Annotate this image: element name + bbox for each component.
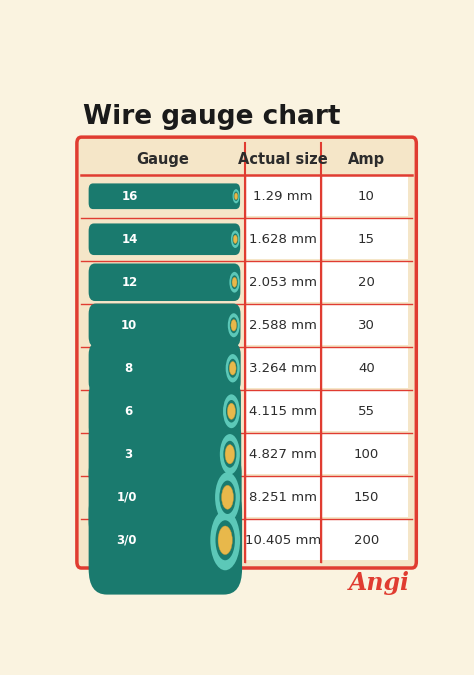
- Ellipse shape: [234, 193, 238, 200]
- Ellipse shape: [230, 317, 237, 333]
- FancyBboxPatch shape: [246, 305, 408, 345]
- Ellipse shape: [229, 272, 240, 293]
- Ellipse shape: [225, 445, 235, 464]
- Ellipse shape: [223, 441, 237, 468]
- FancyBboxPatch shape: [246, 434, 408, 475]
- Text: 1/0: 1/0: [117, 491, 137, 504]
- Text: 100: 100: [354, 448, 379, 461]
- FancyBboxPatch shape: [246, 520, 408, 560]
- Text: 4.827 mm: 4.827 mm: [249, 448, 317, 461]
- Text: 2.053 mm: 2.053 mm: [249, 276, 317, 289]
- Ellipse shape: [226, 354, 240, 383]
- Text: Actual size: Actual size: [238, 152, 328, 167]
- Text: Angi: Angi: [349, 570, 410, 595]
- Text: 10: 10: [121, 319, 137, 331]
- Ellipse shape: [228, 313, 240, 338]
- Ellipse shape: [228, 403, 236, 419]
- Text: 8.251 mm: 8.251 mm: [249, 491, 317, 504]
- Ellipse shape: [226, 400, 237, 423]
- Text: 30: 30: [358, 319, 375, 331]
- Text: 3.264 mm: 3.264 mm: [249, 362, 317, 375]
- Ellipse shape: [215, 472, 240, 522]
- Ellipse shape: [234, 192, 238, 201]
- FancyBboxPatch shape: [246, 477, 408, 517]
- Text: Amp: Amp: [348, 152, 385, 167]
- Ellipse shape: [231, 275, 238, 289]
- Ellipse shape: [232, 234, 238, 245]
- Text: 3/0: 3/0: [116, 534, 137, 547]
- Text: 1.29 mm: 1.29 mm: [253, 190, 313, 202]
- Text: 3: 3: [124, 448, 132, 461]
- FancyBboxPatch shape: [89, 304, 240, 347]
- Ellipse shape: [223, 394, 240, 428]
- Text: Gauge: Gauge: [137, 152, 190, 167]
- Text: 40: 40: [358, 362, 375, 375]
- FancyBboxPatch shape: [246, 176, 408, 216]
- Ellipse shape: [216, 520, 235, 560]
- Ellipse shape: [233, 235, 237, 244]
- FancyBboxPatch shape: [89, 381, 241, 442]
- FancyBboxPatch shape: [89, 263, 240, 301]
- Ellipse shape: [232, 277, 237, 287]
- Text: 10.405 mm: 10.405 mm: [245, 534, 321, 547]
- Text: 150: 150: [354, 491, 379, 504]
- Ellipse shape: [220, 434, 240, 475]
- Ellipse shape: [221, 485, 234, 509]
- FancyBboxPatch shape: [246, 392, 408, 431]
- FancyBboxPatch shape: [89, 223, 240, 255]
- Ellipse shape: [231, 319, 237, 331]
- Text: 200: 200: [354, 534, 379, 547]
- FancyBboxPatch shape: [246, 263, 408, 302]
- Ellipse shape: [231, 231, 240, 248]
- Ellipse shape: [210, 510, 240, 570]
- FancyBboxPatch shape: [89, 184, 240, 209]
- Text: 6: 6: [124, 405, 133, 418]
- Text: 1.628 mm: 1.628 mm: [249, 233, 317, 246]
- FancyBboxPatch shape: [77, 137, 416, 568]
- Ellipse shape: [233, 189, 239, 203]
- Text: 15: 15: [358, 233, 375, 246]
- Text: 2.588 mm: 2.588 mm: [249, 319, 317, 331]
- FancyBboxPatch shape: [246, 219, 408, 259]
- Ellipse shape: [218, 526, 232, 555]
- Text: 14: 14: [121, 233, 138, 246]
- Ellipse shape: [228, 359, 237, 378]
- FancyBboxPatch shape: [89, 418, 241, 491]
- Text: 4.115 mm: 4.115 mm: [249, 405, 317, 418]
- Text: 8: 8: [125, 362, 133, 375]
- Text: 12: 12: [121, 276, 137, 289]
- Ellipse shape: [219, 481, 236, 514]
- FancyBboxPatch shape: [89, 343, 241, 394]
- FancyBboxPatch shape: [246, 348, 408, 388]
- FancyBboxPatch shape: [89, 452, 242, 543]
- Text: 10: 10: [358, 190, 375, 202]
- Text: 55: 55: [358, 405, 375, 418]
- Ellipse shape: [229, 362, 236, 375]
- Text: Wire gauge chart: Wire gauge chart: [83, 105, 341, 130]
- Text: 20: 20: [358, 276, 375, 289]
- FancyBboxPatch shape: [89, 486, 242, 595]
- Text: 16: 16: [122, 190, 138, 202]
